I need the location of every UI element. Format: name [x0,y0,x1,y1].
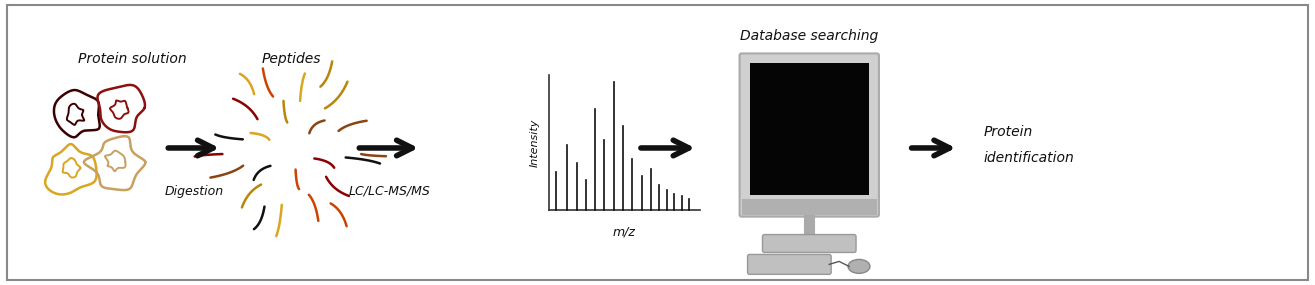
FancyBboxPatch shape [763,235,856,253]
Text: Intensity: Intensity [530,118,539,167]
Text: Digestion: Digestion [164,185,224,198]
FancyBboxPatch shape [739,53,878,217]
Text: m/z: m/z [613,225,635,238]
Text: Protein: Protein [984,125,1032,139]
Ellipse shape [848,259,871,273]
Text: Database searching: Database searching [740,28,878,42]
Bar [750,63,869,195]
Text: Protein solution: Protein solution [78,52,187,66]
Text: identification: identification [984,151,1074,165]
Text: LC/LC-MS/MS: LC/LC-MS/MS [348,185,430,198]
Bar [742,199,877,215]
Text: Peptides: Peptides [262,52,322,66]
FancyBboxPatch shape [747,255,831,274]
